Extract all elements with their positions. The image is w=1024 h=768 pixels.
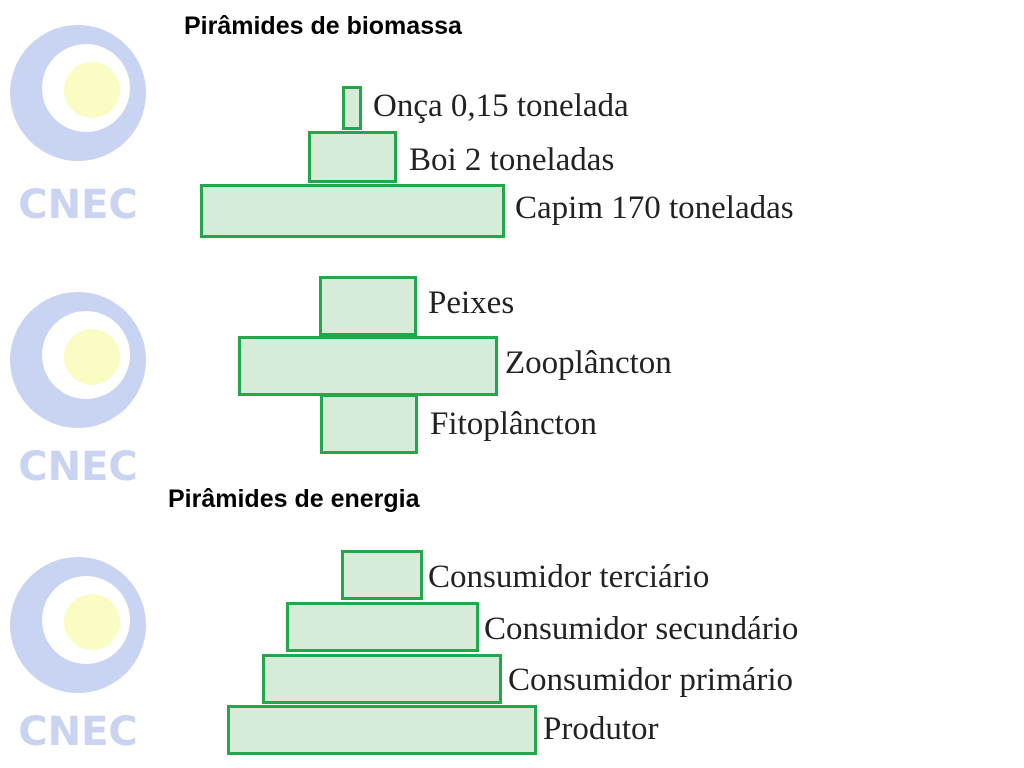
pyramid-label-produtor: Produtor xyxy=(543,711,659,747)
label-clip: Consumidor secundário xyxy=(484,608,844,652)
cnec-logo-text: CNEC xyxy=(18,182,138,228)
pyramid-bar-peixes xyxy=(319,276,417,336)
pyramid-bar-consumidor-primario xyxy=(262,654,502,704)
pyramid-bar-boi xyxy=(308,131,397,183)
cnec-logo-icon: CNEC xyxy=(10,557,146,755)
cnec-logo-text: CNEC xyxy=(18,444,138,490)
pyramid-label-capim: Capim 170 toneladas xyxy=(515,190,794,226)
cnec-logo-icon: CNEC xyxy=(10,292,146,490)
pyramid-label-boi: Boi 2 toneladas xyxy=(409,142,615,178)
pyramid-label-consumidor-primario: Consumidor primário xyxy=(508,662,794,698)
pyramid-bar-fitoplancton xyxy=(320,394,418,454)
pyramid-bar-produtor xyxy=(227,705,537,755)
pyramid-bar-zooplancton xyxy=(238,336,498,396)
cnec-logo-icon: CNEC xyxy=(10,25,146,228)
pyramid-bar-consumidor-terciario xyxy=(341,550,423,600)
energy-title: Pirâmides de energia xyxy=(168,485,420,513)
pyramid-label-zooplancton: Zooplâncton xyxy=(505,345,672,381)
pyramid-label-onca: Onça 0,15 tonelada xyxy=(373,88,629,124)
biomass-title: Pirâmides de biomassa xyxy=(184,12,462,40)
pyramid-bar-onca xyxy=(342,86,362,130)
pyramid-label-fitoplancton: Fitoplâncton xyxy=(430,406,597,442)
pyramid-label-peixes: Peixes xyxy=(428,285,515,321)
pyramid-bar-consumidor-secundario xyxy=(286,602,479,652)
pyramid-label-consumidor-secundario: Consumidor secundário xyxy=(484,611,799,647)
cnec-logo-text: CNEC xyxy=(18,709,138,755)
pyramid-bar-capim xyxy=(200,184,505,238)
pyramid-label-consumidor-terciario: Consumidor terciário xyxy=(428,559,710,595)
